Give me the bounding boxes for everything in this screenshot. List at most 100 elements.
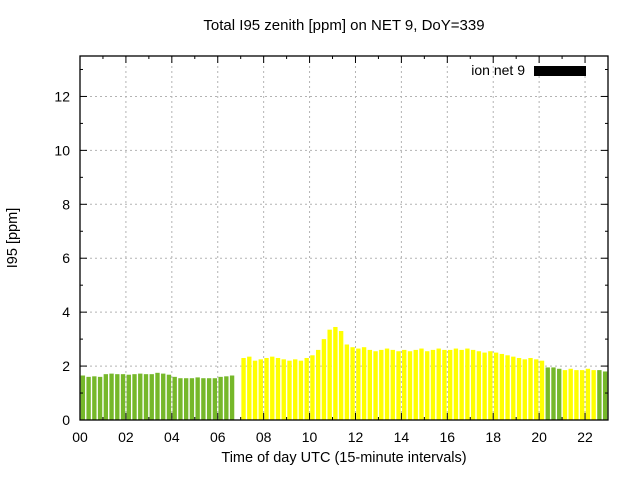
bar — [493, 352, 499, 420]
bar — [419, 348, 424, 420]
x-tick-label: 04 — [164, 429, 180, 445]
bar — [579, 370, 585, 420]
y-tick-label: 12 — [54, 88, 70, 104]
y-tick-label: 4 — [62, 304, 70, 320]
bar — [396, 351, 401, 420]
bar — [333, 326, 338, 420]
y-tick-label: 6 — [62, 250, 70, 266]
bar — [155, 372, 160, 420]
x-tick-label: 10 — [302, 429, 318, 445]
y-axis-label: I95 [ppm] — [5, 208, 21, 268]
bar — [465, 348, 470, 420]
y-tick-label: 10 — [54, 142, 70, 158]
bar — [447, 349, 453, 420]
legend-swatch — [534, 66, 586, 76]
bar — [252, 360, 258, 420]
legend: ion net 9 — [471, 62, 586, 78]
bar — [551, 367, 556, 420]
bar — [597, 370, 602, 420]
legend-label: ion net 9 — [471, 62, 525, 78]
bar — [183, 378, 189, 420]
bar — [304, 357, 309, 420]
chart-title: Total I95 zenith [ppm] on NET 9, DoY=339 — [203, 17, 484, 34]
bar — [321, 339, 327, 420]
bar — [120, 374, 126, 420]
bars — [80, 326, 608, 420]
bar — [361, 347, 367, 420]
bar — [602, 371, 608, 420]
bar — [511, 356, 516, 420]
bar — [103, 374, 109, 420]
bar — [470, 349, 476, 420]
bar — [149, 374, 154, 420]
bar — [488, 351, 493, 420]
bar — [270, 356, 275, 420]
plot-border — [79, 55, 609, 421]
bar — [459, 349, 464, 420]
bar — [132, 374, 137, 420]
y-tick-label: 0 — [62, 412, 70, 428]
bar — [281, 359, 286, 420]
bar — [425, 351, 430, 420]
bar — [247, 356, 252, 420]
bar — [92, 376, 97, 420]
bar — [97, 376, 103, 420]
bar — [338, 331, 344, 420]
bar — [384, 348, 390, 420]
bar — [379, 349, 384, 420]
x-tick-label: 02 — [118, 429, 134, 445]
bar — [126, 374, 131, 420]
bar — [413, 349, 418, 420]
x-tick-label: 22 — [577, 429, 593, 445]
bar — [195, 377, 200, 420]
bar — [327, 329, 332, 420]
bar — [545, 367, 550, 420]
bar — [534, 359, 539, 420]
bar — [522, 359, 527, 420]
bar — [293, 359, 298, 420]
bar — [430, 349, 436, 420]
bar — [224, 376, 229, 420]
bar — [189, 378, 195, 420]
bar — [356, 348, 361, 420]
bar — [310, 355, 315, 420]
x-tick-label: 18 — [485, 429, 501, 445]
x-tick-label: 16 — [440, 429, 456, 445]
bar — [206, 378, 212, 420]
bar — [402, 349, 407, 420]
bar — [476, 351, 482, 420]
bar — [373, 351, 378, 420]
bar — [562, 370, 568, 420]
bar — [505, 355, 510, 420]
gridlines — [80, 56, 608, 420]
x-tick-label: 00 — [72, 429, 88, 445]
bar — [172, 376, 177, 420]
bar — [298, 360, 304, 420]
bar — [166, 374, 172, 420]
bar — [161, 373, 166, 420]
bar — [482, 352, 487, 420]
bar — [201, 378, 206, 420]
bar — [212, 378, 218, 420]
x-tick-label: 14 — [394, 429, 410, 445]
y-tick-label: 8 — [62, 196, 70, 212]
bar — [275, 357, 281, 420]
x-axis-label: Time of day UTC (15-minute intervals) — [221, 450, 466, 466]
bar — [557, 368, 562, 420]
bar — [315, 349, 321, 420]
x-tick-label: 12 — [348, 429, 364, 445]
bar — [539, 360, 545, 420]
bar — [350, 347, 355, 420]
bar — [287, 360, 292, 420]
x-tick-label: 06 — [210, 429, 226, 445]
bar — [229, 375, 235, 420]
bar — [390, 349, 395, 420]
bar — [143, 374, 149, 420]
bar — [80, 375, 86, 420]
bar — [86, 376, 91, 420]
bar — [241, 357, 246, 420]
bar — [109, 373, 114, 420]
